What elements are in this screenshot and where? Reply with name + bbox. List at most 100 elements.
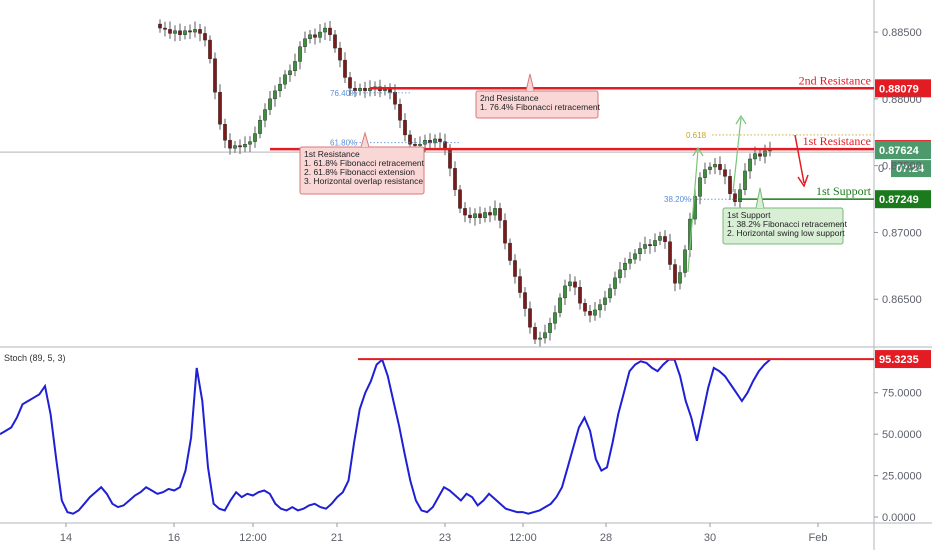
candle-body — [603, 297, 607, 305]
candle-body — [528, 308, 532, 328]
candle-body — [358, 87, 362, 92]
callout-line: 2. 61.8% Fibonacci extension — [304, 167, 415, 177]
time-axis[interactable]: 14 16 12:00 21 23 12:00 28 30 Feb — [60, 523, 828, 544]
candle-body — [413, 144, 417, 146]
candle-body — [158, 23, 162, 29]
level-tag — [875, 190, 931, 209]
candle-body — [258, 120, 262, 134]
candle-body — [193, 29, 197, 33]
candle-body — [628, 258, 632, 264]
callout-box — [722, 207, 844, 245]
candle-body — [303, 38, 307, 47]
level-name: 2nd Resistance — [799, 73, 871, 87]
candle-body — [673, 264, 677, 284]
candle-body — [328, 27, 332, 35]
price-tick-label: 0.87000 — [882, 227, 922, 239]
candle-body — [448, 149, 452, 169]
candle-body — [163, 27, 167, 30]
candle-body — [403, 120, 407, 136]
candle-body — [243, 144, 247, 148]
candle-body — [198, 29, 202, 34]
level-tag — [875, 79, 931, 98]
up-arrow — [687, 149, 699, 273]
candle-body — [318, 31, 322, 38]
candle-body — [538, 337, 542, 340]
time-tick-label: 23 — [439, 532, 451, 544]
candle-body — [213, 58, 217, 93]
stoch-level-tag — [875, 350, 931, 369]
candle-body — [283, 74, 287, 85]
candle-body — [363, 87, 367, 92]
candle-body — [503, 220, 507, 244]
stoch-axis[interactable]: 75.0000 50.0000 25.0000 0.0000 — [874, 388, 922, 524]
candle-body — [553, 312, 557, 324]
level-tag-value: 0.87249 — [879, 194, 919, 206]
price-axis[interactable]: 0.88500 0.88000 0.87500 0.87000 0.86500 — [874, 27, 922, 306]
fib-label: 38.20% — [664, 195, 691, 204]
callout-line: 1st Resistance — [304, 149, 360, 159]
fib-label: 61.80% — [330, 139, 357, 148]
time-tick-label: 21 — [331, 532, 343, 544]
candle-body — [573, 281, 577, 288]
candle-body — [623, 262, 627, 271]
stoch-level-value: 95.3235 — [879, 354, 919, 366]
candle-body — [353, 87, 357, 92]
candle-body — [453, 168, 457, 190]
candle-body — [388, 89, 392, 93]
stochastic-pane[interactable]: 95.3235 — [0, 350, 931, 515]
time-tick-label: 16 — [168, 532, 180, 544]
candle-body — [408, 134, 412, 145]
candle-body — [583, 303, 587, 312]
candle-body — [463, 208, 467, 216]
stoch-tick-label: 50.0000 — [882, 429, 922, 441]
candle-body — [288, 70, 292, 76]
candle-body — [743, 170, 747, 190]
callout-pointer — [525, 73, 535, 92]
time-tick-label: 28 — [600, 532, 612, 544]
stoch-title: Stoch (89, 5, 3) — [4, 353, 66, 363]
time-tick-label: 30 — [704, 532, 716, 544]
current-price-value: 0.87624 — [879, 145, 920, 157]
candle-body — [498, 208, 502, 221]
candle-body — [253, 133, 257, 142]
candle-body — [613, 277, 617, 289]
candle-body — [753, 153, 757, 160]
countdown-tag — [891, 160, 931, 178]
down-arrow-head — [797, 174, 809, 188]
candle-body — [348, 77, 352, 89]
candle-body — [383, 89, 387, 92]
candle-body — [493, 208, 497, 216]
candle-body — [308, 34, 312, 39]
candle-body — [458, 189, 462, 209]
price-pane[interactable] — [158, 19, 772, 347]
callout-line: 1. 38.2% Fibonacci retracement — [727, 219, 848, 229]
candle-body — [263, 109, 267, 121]
price-tick-label: 0.86500 — [882, 294, 922, 306]
candle-body — [513, 260, 517, 277]
candle-body — [568, 281, 572, 287]
level-tag-value: 0.88079 — [879, 83, 919, 95]
candle-body — [508, 242, 512, 261]
candle-body — [633, 253, 637, 260]
candle-body — [698, 177, 702, 197]
candle-body — [723, 169, 727, 177]
fibonacci-levels: 76.40% 61.80% 0.618 38.20% — [330, 89, 874, 273]
stoch-tick-label: 75.0000 — [882, 388, 922, 400]
candle-body — [593, 309, 597, 316]
callout-line: 2nd Resistance — [480, 93, 539, 103]
candle-body — [748, 158, 752, 172]
candle-body — [708, 166, 712, 170]
candle-body — [678, 272, 682, 284]
candle-body — [713, 164, 717, 168]
candle-body — [393, 91, 397, 105]
candle-body — [658, 236, 662, 241]
candle-body — [168, 29, 172, 34]
candle-body — [718, 164, 722, 170]
candle-body — [228, 140, 232, 149]
candle-body — [268, 98, 272, 110]
candle-body — [248, 141, 252, 145]
candle-body — [273, 90, 277, 100]
candle-body — [758, 153, 762, 157]
countdown-value: 07:24 — [896, 163, 925, 175]
